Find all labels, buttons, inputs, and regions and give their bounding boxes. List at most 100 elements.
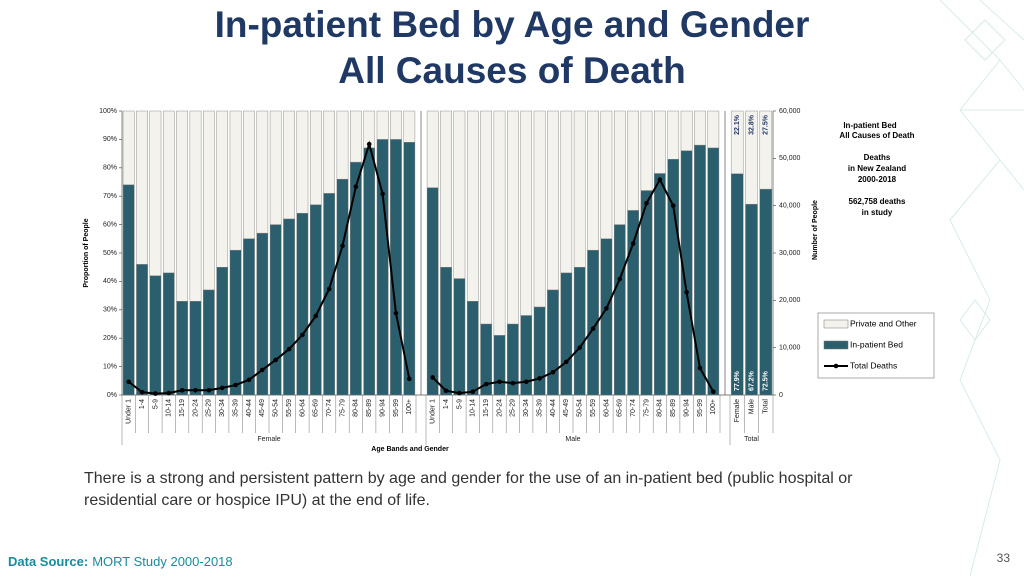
bar-segment [680,110,693,151]
bar-segment [627,210,639,396]
line-point [179,387,185,393]
bar-segment [667,159,680,396]
x-tick-label: Total [763,399,770,414]
line-point [233,382,238,388]
line-point [313,313,319,319]
source-text: MORT Study 2000-2018 [92,554,232,569]
bar-segment [189,110,202,302]
bar-segment [440,267,452,396]
line-point [286,346,292,352]
x-tick-label: 100+ [710,399,717,415]
x-tick-label: 75-79 [339,399,346,417]
bar-segment [613,110,626,225]
line-point [300,332,305,338]
bar-segment [694,144,706,396]
x-tick-label: 65-69 [313,399,320,417]
x-tick-label: Under 1 [430,399,437,424]
x-tick-label: 25-29 [206,399,213,417]
line-point [153,391,158,396]
x-tick-label: 65-69 [617,399,624,417]
bar-segment [162,110,175,274]
bar-segment [363,147,376,396]
y-tick-label: 40% [103,278,117,285]
bar-segment [203,289,215,396]
line-point [430,375,435,380]
x-tick-label: 95-99 [697,399,704,417]
line-point [193,387,198,393]
line-point [550,369,556,375]
bar-segment [493,110,506,336]
bar-segment [269,224,282,396]
line-point [590,326,596,332]
bar-segment [426,187,439,396]
x-tick-label: 35-39 [232,399,239,417]
bar-segment [390,139,402,396]
bar-segment [309,204,322,396]
y-tick-label: 70% [103,193,117,200]
bar-segment [440,110,452,268]
legend-label: In-patient Bed [850,339,903,349]
bar-segment [229,249,242,396]
bar-segment [243,238,255,396]
line-point [697,365,703,371]
line-series [128,140,411,395]
caption-box: There is a strong and persistent pattern… [84,470,852,509]
x-tick-label: 1-4 [139,399,146,409]
line-point [537,376,542,381]
line-point [443,388,449,394]
bar-segment [216,267,229,396]
line-point [166,390,172,396]
bar-segment [189,301,202,396]
y-tick-label: 30% [103,307,117,314]
bar-segment [480,110,492,325]
info-heading: All Causes of Death [839,131,914,140]
line-point [246,377,252,383]
bar-segment [533,306,546,396]
x-tick-label: Female [734,399,741,422]
x-tick-label: 70-74 [326,399,333,417]
y-axis-title: Proportion of People [83,218,90,287]
line-point [657,177,663,182]
page-number: 33 [997,551,1011,565]
x-tick-label: 80-84 [353,399,360,417]
bar-segment [149,110,162,276]
x-tick-label: 5-9 [456,399,463,409]
x-tick-label: 50-54 [577,399,584,417]
line-point [523,379,529,385]
y2-tick-label: 60,000 [779,108,801,115]
x-tick-label: Male [748,399,755,414]
title-line: In-patient Bed by Age and Gender [215,4,810,45]
line-point [340,243,345,249]
bar-segment [707,147,720,396]
x-tick-label: 90-94 [379,399,386,417]
line-point [353,184,359,190]
y-tick-label: 0% [107,392,117,399]
bar-segment [296,213,309,396]
x-tick-label: 30-34 [523,399,530,417]
bar-segment [256,110,269,234]
line-point [483,381,489,387]
bar-segment [243,110,255,240]
x-tick-label: 80-84 [657,399,664,417]
bar-segment [745,110,758,205]
bar-segment [350,110,362,163]
line-point [711,389,716,394]
bar-segment [426,110,439,188]
bar-segment [560,272,573,396]
bar-segment [466,110,479,302]
bar-segment [309,110,322,205]
legend-swatch [823,340,849,350]
line-point [470,389,476,394]
bar-segment [694,110,706,146]
bar-segment [547,110,559,291]
y2-tick-label: 50,000 [779,155,801,162]
x-tick-label: 20-24 [192,399,199,417]
y-tick-label: 20% [103,335,117,342]
x-tick-label: 50-54 [273,399,280,417]
x-tick-label: 30-34 [219,399,226,417]
bar-segment [759,110,773,190]
line-point [139,389,145,395]
legend-swatch [823,319,849,329]
